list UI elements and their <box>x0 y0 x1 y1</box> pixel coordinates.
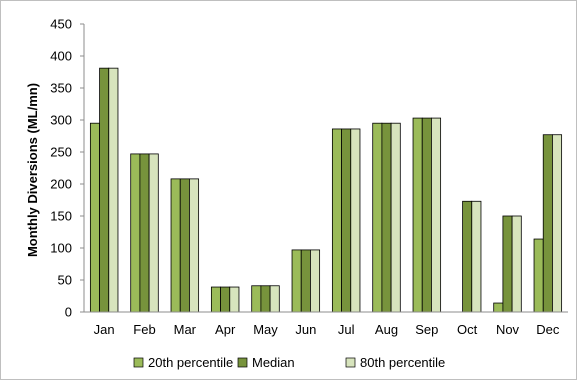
bar-jan-series-2 <box>108 67 119 313</box>
bar-may-series-1 <box>260 285 271 313</box>
bar-sep-series-2 <box>431 117 442 313</box>
bar-aug-series-0 <box>372 122 383 313</box>
bar-jul-series-2 <box>350 128 361 313</box>
y-tick-label: 50 <box>58 273 72 288</box>
bar-dec-series-0 <box>533 238 544 313</box>
bar-nov-series-2 <box>511 215 522 313</box>
bar-mar-series-0 <box>170 178 181 313</box>
bar-nov-series-1 <box>502 215 513 313</box>
y-tick-label: 200 <box>50 177 72 192</box>
y-tick-label: 0 <box>65 305 72 320</box>
y-tick-label: 300 <box>50 113 72 128</box>
legend-label-series-2: 80th percentile <box>360 355 445 370</box>
x-tick-label: Feb <box>133 322 155 337</box>
bar-aug-series-2 <box>390 122 401 313</box>
bar-jul-series-0 <box>331 128 342 313</box>
bar-jan-series-1 <box>99 67 110 313</box>
bar-jan-series-0 <box>89 122 100 313</box>
y-axis-title: Monthly Diversions (ML/mn) <box>25 83 40 257</box>
bar-may-series-0 <box>251 285 262 313</box>
y-tick-labels: 0 50 100 150 200 250 300 350 400 450 <box>50 17 84 320</box>
bar-feb-series-1 <box>139 153 150 313</box>
bar-sep-series-1 <box>421 117 432 313</box>
legend-label-series-0: 20th percentile <box>148 355 233 370</box>
y-tick-label: 400 <box>50 49 72 64</box>
y-tick-label: 350 <box>50 81 72 96</box>
bar-may-series-2 <box>269 285 280 313</box>
bar-jun-series-2 <box>310 249 321 313</box>
x-tick-label: Jan <box>94 322 115 337</box>
y-tick-label: 150 <box>50 209 72 224</box>
bar-aug-series-1 <box>381 122 392 313</box>
bar-jun-series-1 <box>300 249 311 313</box>
bar-apr-series-1 <box>220 286 231 313</box>
x-tick-label: Nov <box>496 322 520 337</box>
x-tick-labels: Jan Feb Mar Apr May Jun Jul Aug Sep Oct Nov Dec <box>94 322 560 337</box>
bar-oct-series-2 <box>471 200 482 313</box>
x-tick-label: Sep <box>415 322 438 337</box>
x-tick-label: Mar <box>174 322 197 337</box>
axes-layer <box>83 24 568 313</box>
x-tick-label: Jun <box>295 322 316 337</box>
legend: 20th percentile Median 80th percentile <box>133 355 445 370</box>
y-axis-title-group: Monthly Diversions (ML/mn) <box>25 83 40 257</box>
bar-nov-series-0 <box>493 302 504 313</box>
bar-mar-series-2 <box>189 178 200 313</box>
bar-oct-series-1 <box>462 200 473 313</box>
bars-layer <box>89 67 563 313</box>
legend-swatch-series-2 <box>345 357 356 368</box>
y-tick-label: 450 <box>50 17 72 32</box>
bar-dec-series-2 <box>552 134 563 313</box>
x-tick-label: Dec <box>536 322 560 337</box>
bar-apr-series-2 <box>229 286 240 313</box>
bar-jul-series-1 <box>341 128 352 313</box>
bar-jun-series-0 <box>291 249 302 313</box>
legend-swatch-series-0 <box>133 357 144 368</box>
x-tick-label: Aug <box>375 322 398 337</box>
bar-sep-series-0 <box>412 117 423 313</box>
bar-feb-series-2 <box>148 153 159 313</box>
bar-feb-series-0 <box>130 153 141 313</box>
legend-label-series-1: Median <box>252 355 295 370</box>
bar-apr-series-0 <box>210 286 221 313</box>
x-tick-label: Apr <box>215 322 236 337</box>
bar-dec-series-1 <box>542 134 553 313</box>
legend-swatch-series-1 <box>237 357 248 368</box>
x-tick-label: Oct <box>457 322 478 337</box>
bar-mar-series-1 <box>179 178 190 313</box>
x-tick-label: Jul <box>338 322 355 337</box>
y-tick-label: 100 <box>50 241 72 256</box>
y-tick-label: 250 <box>50 145 72 160</box>
x-tick-label: May <box>253 322 278 337</box>
